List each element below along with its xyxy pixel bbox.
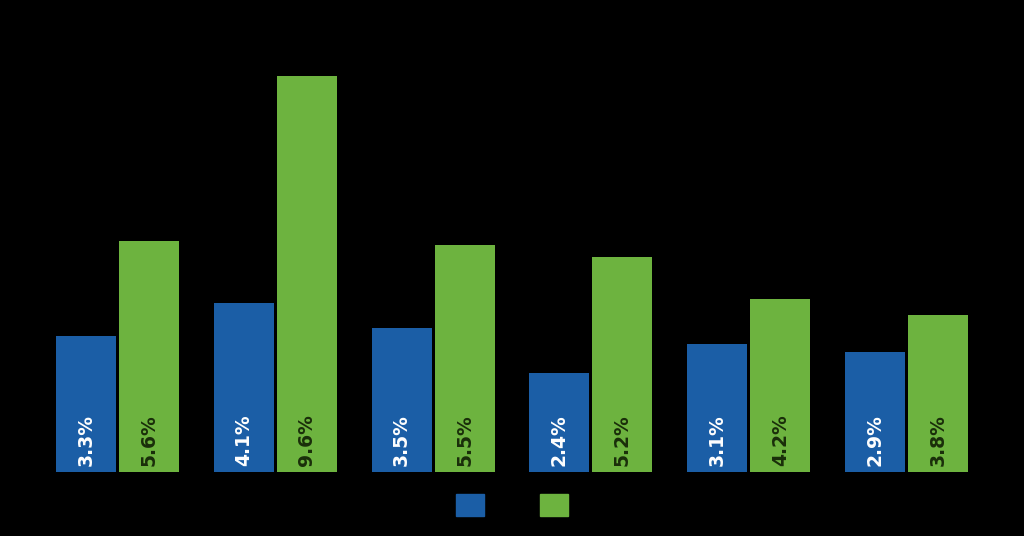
Bar	[372, 327, 431, 472]
Text: 9.6%: 9.6%	[297, 414, 316, 465]
Bar	[908, 315, 968, 472]
Text: 5.2%: 5.2%	[613, 414, 632, 465]
Text: 5.5%: 5.5%	[455, 414, 474, 465]
Text: 4.1%: 4.1%	[234, 414, 253, 465]
Bar	[276, 76, 337, 472]
Text: 3.3%: 3.3%	[77, 413, 95, 465]
Text: 5.6%: 5.6%	[139, 414, 159, 465]
Text: 3.5%: 3.5%	[392, 414, 411, 465]
Bar	[687, 344, 748, 472]
Bar	[593, 257, 652, 472]
Text: 3.8%: 3.8%	[929, 414, 947, 465]
Bar	[214, 303, 273, 472]
Bar	[56, 336, 116, 472]
Bar	[845, 352, 905, 472]
Bar	[119, 241, 179, 472]
Bar	[751, 299, 810, 472]
Bar	[540, 494, 568, 516]
Bar	[529, 373, 590, 472]
Text: 2.9%: 2.9%	[865, 414, 885, 465]
Text: 3.1%: 3.1%	[708, 414, 727, 465]
Bar	[434, 245, 495, 472]
Text: 2.4%: 2.4%	[550, 414, 569, 465]
Text: 4.2%: 4.2%	[771, 414, 790, 465]
Bar	[456, 494, 484, 516]
